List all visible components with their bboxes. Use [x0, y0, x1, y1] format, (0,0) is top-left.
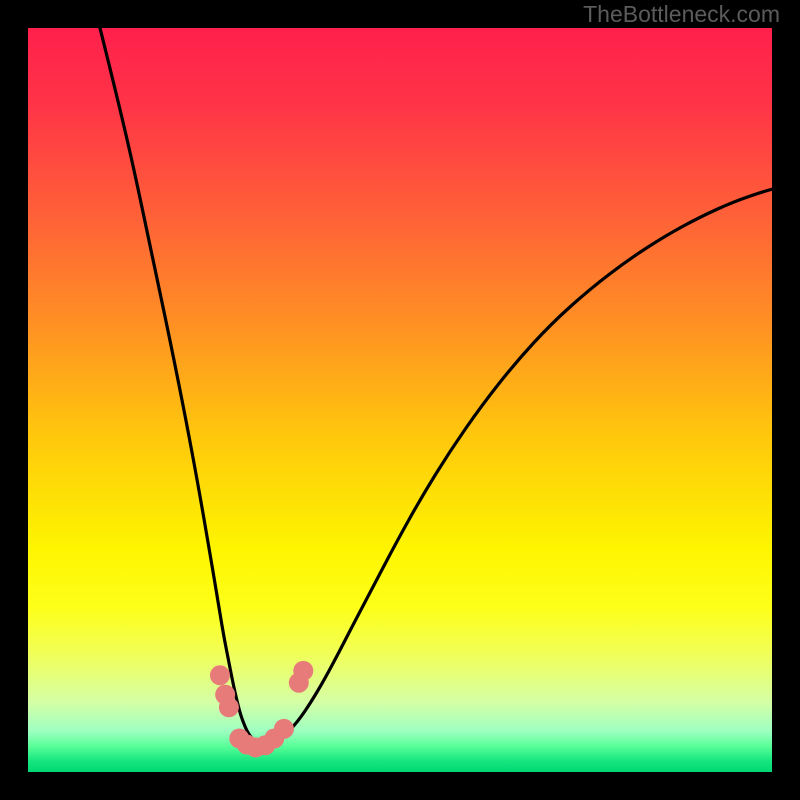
marker-dot [293, 661, 313, 681]
attribution-text: TheBottleneck.com [583, 1, 780, 27]
marker-dot [274, 719, 294, 739]
marker-dot [210, 665, 230, 685]
marker-dot [219, 697, 239, 717]
bottleneck-chart: TheBottleneck.com [0, 0, 800, 800]
gradient-background [28, 28, 772, 772]
